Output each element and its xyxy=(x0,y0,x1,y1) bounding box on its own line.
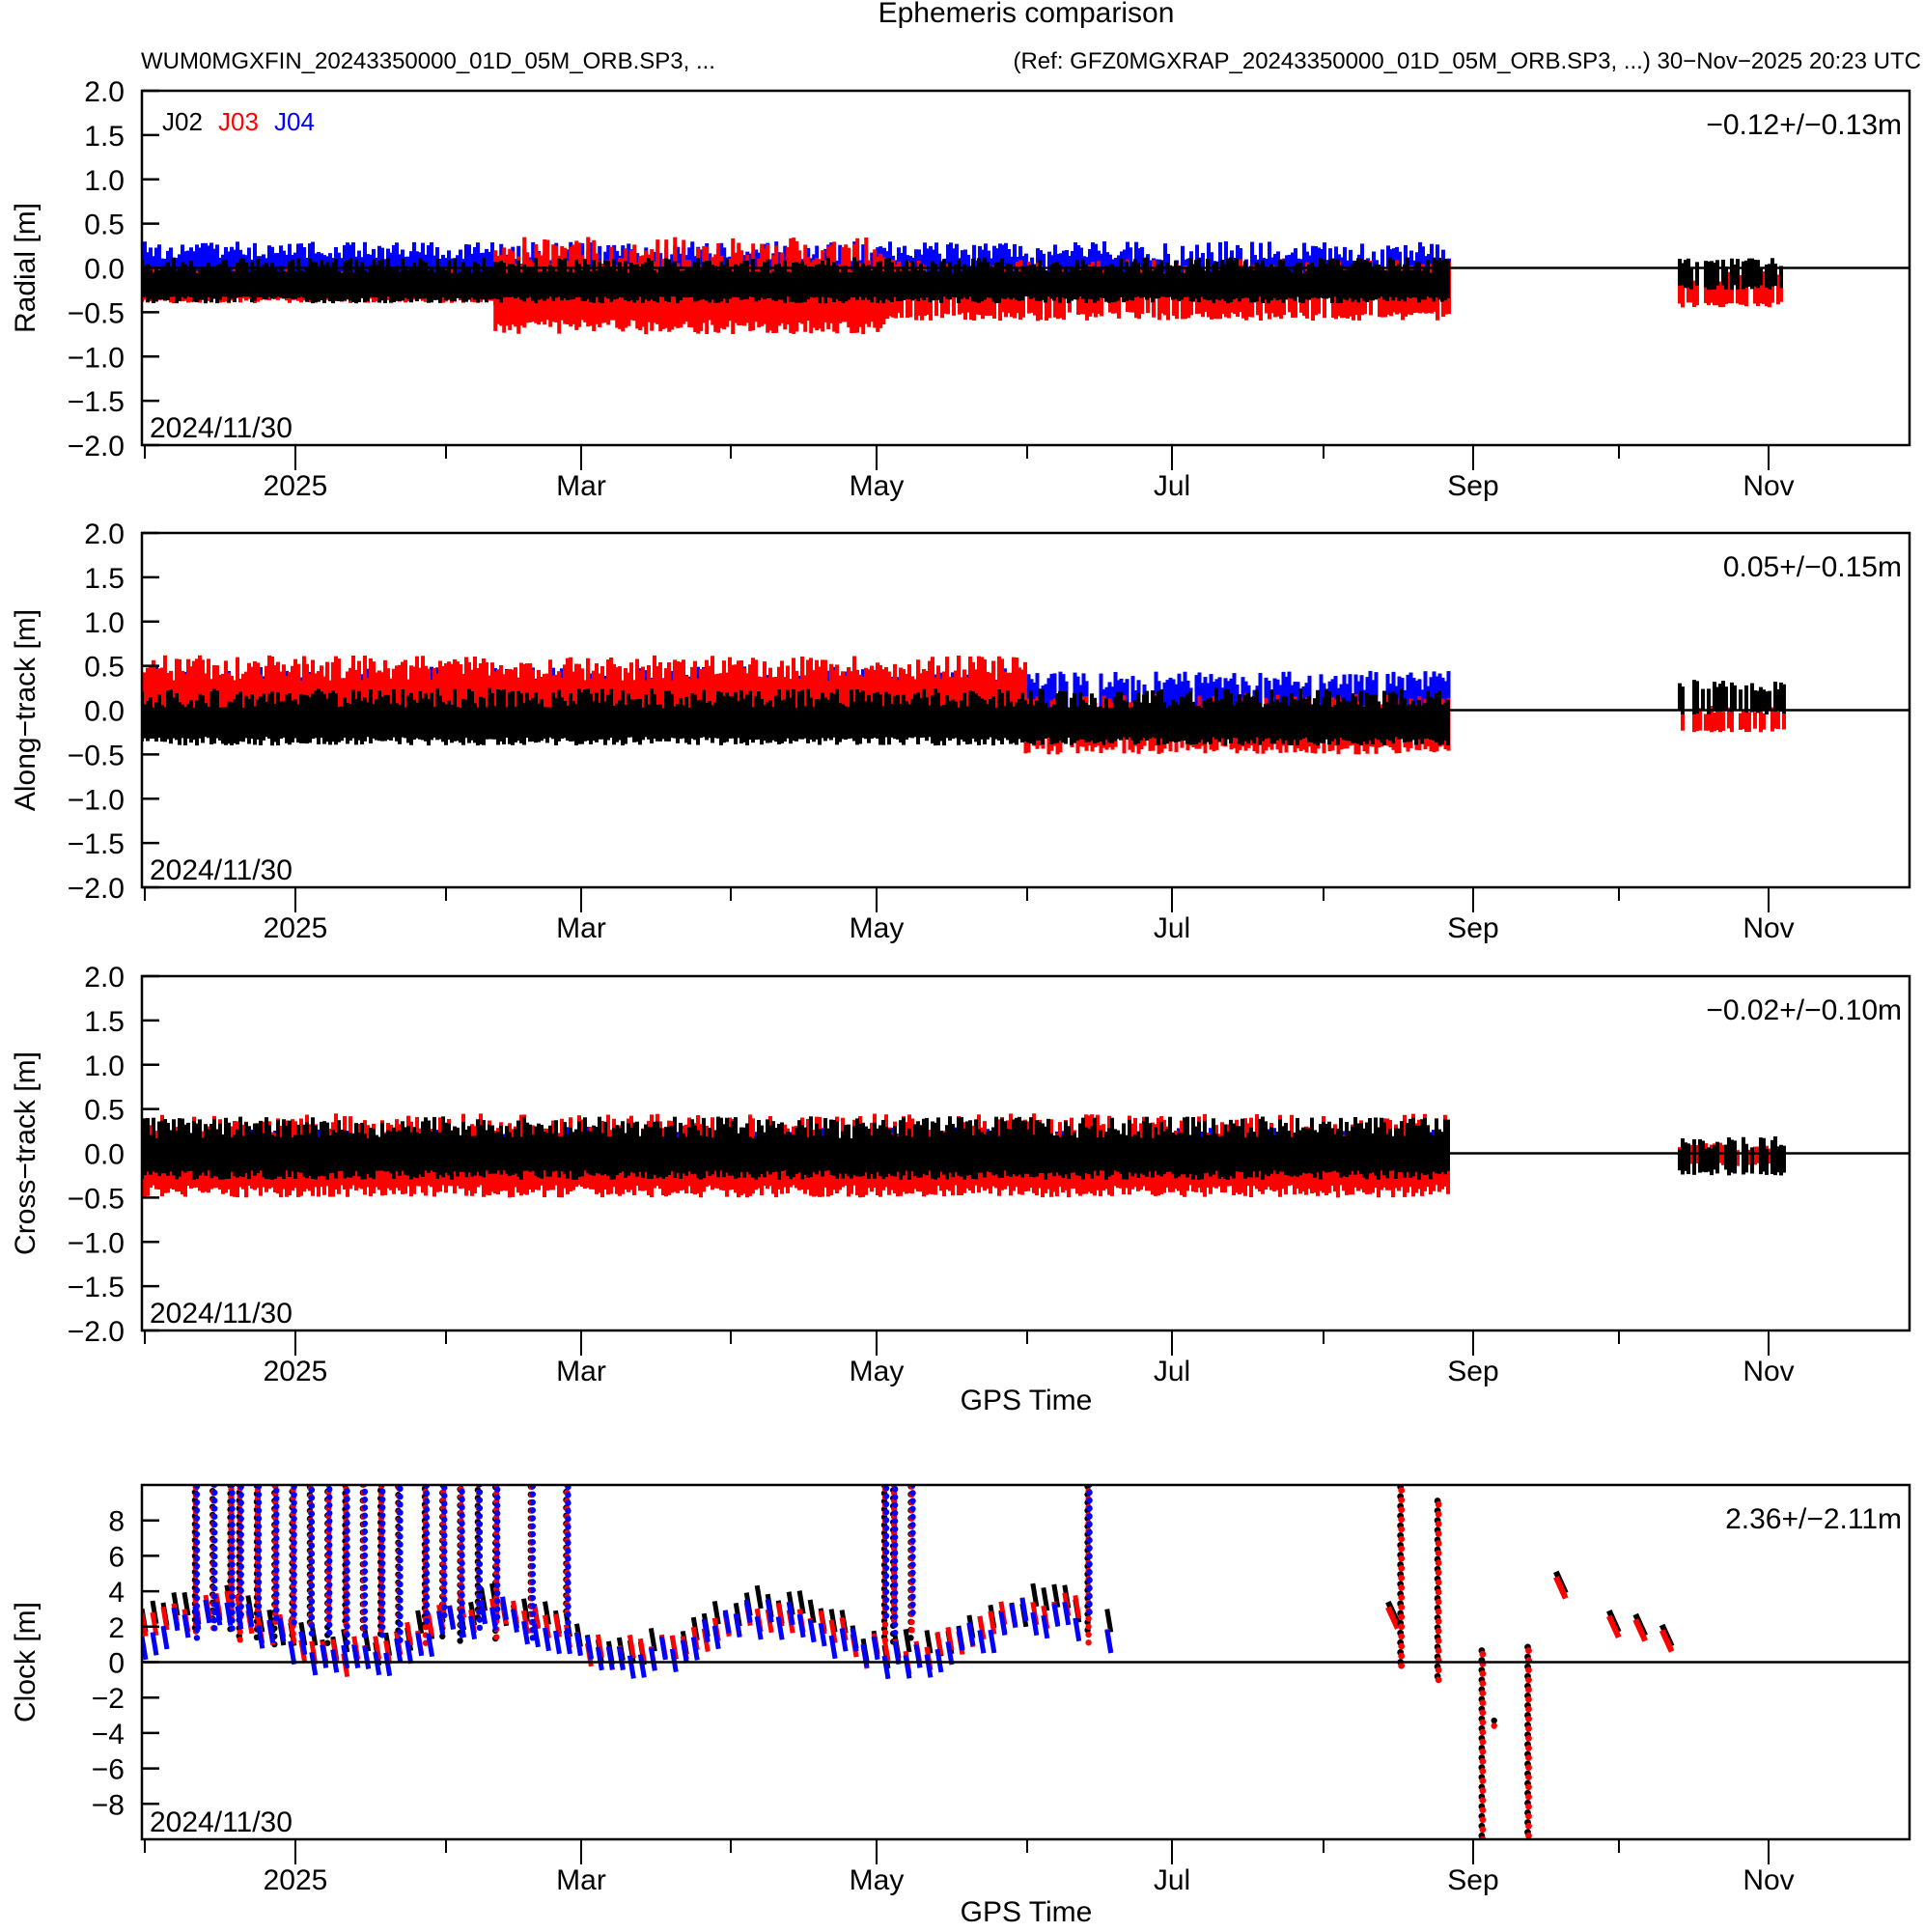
x-axis-label: GPS Time xyxy=(961,1385,1093,1416)
panel-along-track: 2.0 1.5 1.0 0.5 0.0 −0.5 −1.0 −1.5 −2.0 2025 Mar Ma… xyxy=(10,518,1911,944)
x-tick-label: Sep xyxy=(1447,470,1498,502)
y-tick-label: −0.5 xyxy=(68,1183,125,1215)
y-tick-label: 0.0 xyxy=(84,696,125,728)
x-tick-label: 2025 xyxy=(264,470,328,502)
panel-cross-track: 2.0 1.5 1.0 0.5 0.0 −0.5 −1.0 −1.5 −2.0 2025 Mar Ma… xyxy=(10,962,1911,1416)
stats-label: 0.05+/−0.15m xyxy=(1723,551,1902,583)
y-tick-label: 8 xyxy=(108,1506,125,1538)
y-tick-label: 0.5 xyxy=(84,210,125,241)
x-tick-label: Nov xyxy=(1743,1356,1794,1387)
y-tick-label: 1.0 xyxy=(84,1050,125,1082)
y-tick-label: 2.0 xyxy=(84,76,125,108)
x-tick-label: May xyxy=(850,912,905,944)
panel-radial: 2.0 1.5 1.0 0.5 0.0 −0.5 −1.0 −1.5 −2.0 2025 Mar Ma… xyxy=(10,76,1911,502)
y-tick-label: −0.5 xyxy=(68,740,125,771)
y-tick-label: 0.5 xyxy=(84,652,125,684)
y-tick-label: 2 xyxy=(108,1612,125,1644)
y-tick-label: 0 xyxy=(108,1648,125,1680)
stats-label: 2.36+/−2.11m xyxy=(1725,1503,1902,1535)
y-tick-label: 1.5 xyxy=(84,563,125,595)
x-tick-label: Jul xyxy=(1154,1864,1190,1896)
x-tick-label: Sep xyxy=(1447,1356,1498,1387)
x-tick-label: Mar xyxy=(556,1356,606,1387)
y-tick-label: −4 xyxy=(92,1719,125,1750)
x-tick-label: 2025 xyxy=(264,1356,328,1387)
y-axis-label: Clock [m] xyxy=(10,1602,42,1722)
y-tick-label: −2.0 xyxy=(68,431,125,462)
x-axis-label: GPS Time xyxy=(961,1896,1093,1928)
y-tick-label: −8 xyxy=(92,1789,125,1821)
x-tick-label: Mar xyxy=(556,912,606,944)
y-tick-label: 0.0 xyxy=(84,1139,125,1171)
y-tick-label: 1.5 xyxy=(84,1006,125,1038)
stats-label: −0.02+/−0.10m xyxy=(1706,994,1902,1026)
start-date-label: 2024/11/30 xyxy=(150,1298,293,1330)
y-tick-label: 1.5 xyxy=(84,121,125,153)
y-tick-label: −1.0 xyxy=(68,342,125,374)
x-tick-label: 2025 xyxy=(264,1864,328,1896)
figure-subtitle-left: WUM0MGXFIN_20243350000_01D_05M_ORB.SP3, … xyxy=(141,48,715,74)
x-tick-label: Mar xyxy=(556,1864,606,1896)
start-date-label: 2024/11/30 xyxy=(150,412,293,444)
figure-title: Ephemeris comparison xyxy=(878,0,1175,29)
scatter-data xyxy=(142,1113,1786,1198)
legend-item-j04: J04 xyxy=(274,107,315,136)
y-tick-label: −0.5 xyxy=(68,297,125,329)
x-tick-label: Nov xyxy=(1743,1864,1794,1896)
y-tick-label: 2.0 xyxy=(84,962,125,994)
x-tick-label: Jul xyxy=(1154,1356,1190,1387)
x-tick-label: 2025 xyxy=(264,912,328,944)
panel-clock: 86 42 0−2 −4 −6−8 2025 Mar May Jul Sep Nov Clock [m… xyxy=(10,1483,1911,1928)
y-tick-label: −1.0 xyxy=(68,1227,125,1259)
y-tick-label: −1.5 xyxy=(68,1272,125,1303)
y-tick-label: 1.0 xyxy=(84,165,125,197)
y-tick-label: −1.5 xyxy=(68,386,125,418)
stats-label: −0.12+/−0.13m xyxy=(1706,109,1902,141)
legend-item-j02: J02 xyxy=(162,107,203,136)
x-tick-label: Jul xyxy=(1154,912,1190,944)
scatter-data xyxy=(142,655,1786,755)
scatter-data xyxy=(142,237,1783,335)
x-tick-label: Nov xyxy=(1743,912,1794,944)
legend: J02 J03 J04 xyxy=(162,107,315,136)
x-tick-label: Mar xyxy=(556,470,606,502)
y-tick-label: 4 xyxy=(108,1577,125,1609)
y-tick-label: −1.0 xyxy=(68,784,125,816)
y-tick-label: 0.5 xyxy=(84,1095,125,1127)
y-tick-label: 2.0 xyxy=(84,518,125,550)
x-tick-label: May xyxy=(850,1356,905,1387)
y-tick-label: −2 xyxy=(92,1683,125,1715)
x-tick-label: Jul xyxy=(1154,470,1190,502)
x-tick-label: May xyxy=(850,470,905,502)
y-tick-label: 0.0 xyxy=(84,254,125,286)
y-tick-label: −2.0 xyxy=(68,1316,125,1348)
y-axis-label: Cross−track [m] xyxy=(10,1051,42,1255)
y-tick-label: −2.0 xyxy=(68,873,125,905)
x-tick-label: Sep xyxy=(1447,1864,1498,1896)
y-axis-label: Along−track [m] xyxy=(10,609,42,811)
x-tick-label: Sep xyxy=(1447,912,1498,944)
y-tick-label: 6 xyxy=(108,1541,125,1573)
y-tick-label: 1.0 xyxy=(84,607,125,639)
start-date-label: 2024/11/30 xyxy=(150,1806,293,1838)
y-tick-label: −1.5 xyxy=(68,828,125,860)
x-tick-label: Nov xyxy=(1743,470,1794,502)
y-tick-label: −6 xyxy=(92,1754,125,1786)
scatter-data xyxy=(142,1485,1675,1839)
legend-item-j03: J03 xyxy=(218,107,259,136)
start-date-label: 2024/11/30 xyxy=(150,854,293,886)
x-tick-label: May xyxy=(850,1864,905,1896)
y-axis-label: Radial [m] xyxy=(10,203,42,333)
figure-subtitle-right: (Ref: GFZ0MGXRAP_20243350000_01D_05M_ORB… xyxy=(1013,48,1921,74)
